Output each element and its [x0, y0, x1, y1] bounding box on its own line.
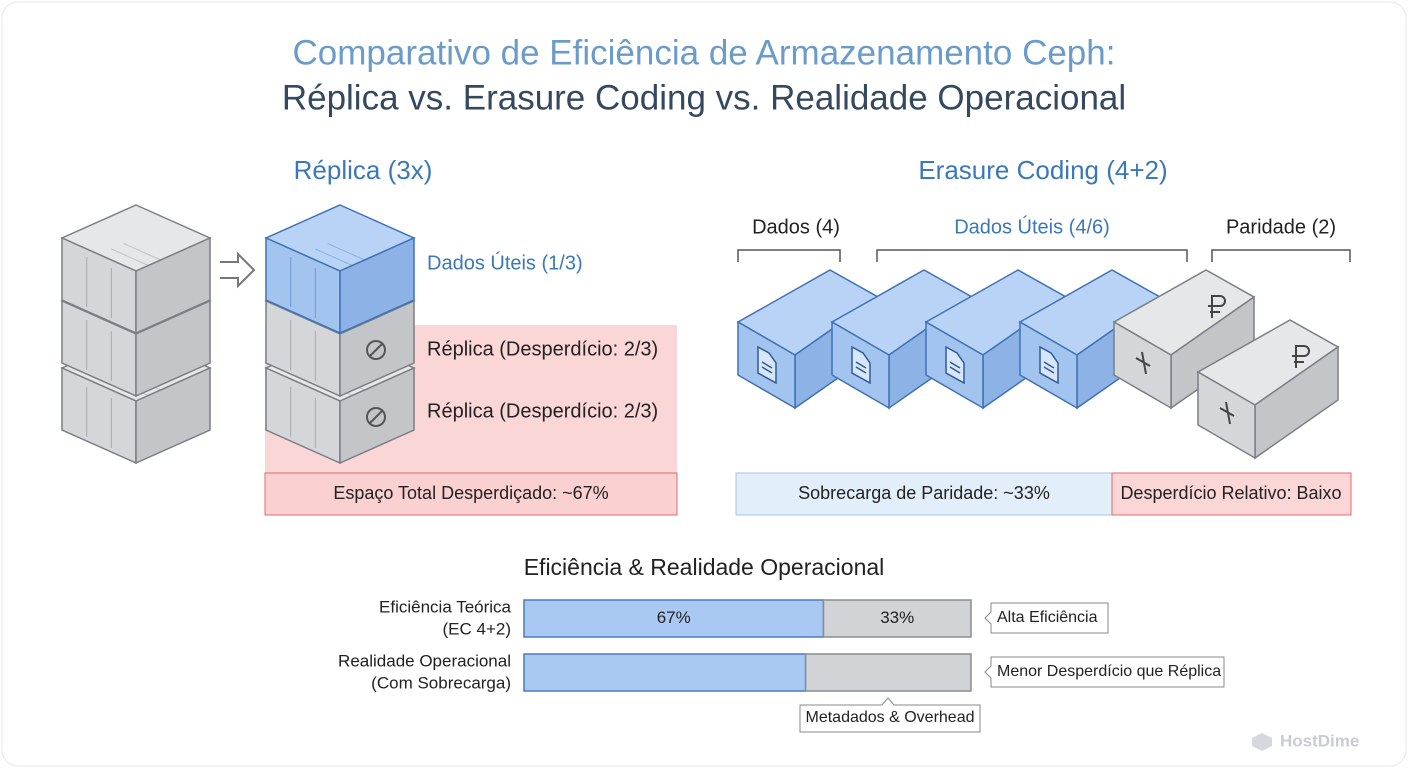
efficiency-title: Eficiência & Realidade Operacional — [524, 554, 885, 580]
replica-label: Réplica (Desperdício: 2/3) — [427, 400, 658, 422]
box-grid — [111, 248, 149, 266]
waste-icon — [369, 410, 383, 424]
title-line1: Comparativo de Eficiência de Armazenamen… — [293, 33, 1116, 72]
bar-label: 33% — [880, 608, 914, 627]
doc-icon — [945, 345, 965, 385]
box-grid — [327, 243, 365, 261]
boxes — [60, 204, 1340, 465]
callout-box — [799, 697, 981, 733]
parity-icon — [1135, 351, 1151, 375]
group-label: Dados (4) — [752, 216, 840, 238]
parity-icon — [1208, 295, 1226, 318]
bar-label: 67% — [657, 608, 691, 627]
prism-front — [1197, 370, 1256, 460]
note-box — [984, 602, 1109, 634]
box-grid — [123, 243, 161, 261]
erasure-heading: Erasure Coding (4+2) — [918, 155, 1167, 185]
brackets — [737, 249, 1351, 262]
box-right — [135, 366, 211, 465]
replica-label: Dados Úteis (1/3) — [427, 251, 583, 274]
waste-icon — [369, 343, 383, 357]
brand-logo — [1252, 733, 1272, 751]
box-grid — [315, 248, 353, 266]
parity-icon — [1219, 401, 1235, 425]
group-label: Dados Úteis (4/6) — [954, 215, 1110, 238]
waste-footer — [1111, 472, 1352, 516]
replica-footer: Espaço Total Desperdiçado: ~67% — [333, 483, 608, 503]
erasure-footer: Desperdício Relativo: Baixo — [1120, 483, 1341, 503]
replica-label: Réplica (Desperdício: 2/3) — [427, 338, 658, 360]
brand: HostDime — [1280, 731, 1359, 750]
prism-front — [1113, 320, 1172, 410]
doc-icon — [851, 345, 871, 385]
box-right — [135, 236, 211, 335]
bar-segment — [804, 653, 972, 692]
row-label: Eficiência Teórica — [379, 597, 512, 616]
waste-icon — [366, 340, 386, 360]
bar-segment — [822, 599, 972, 638]
note: Alta Eficiência — [997, 609, 1098, 626]
box-right — [135, 299, 211, 398]
erasure-footer: Sobrecarga de Paridade: ~33% — [798, 483, 1050, 503]
doc-icon — [757, 345, 777, 385]
parity-icon — [1292, 345, 1310, 368]
group-label: Paridade (2) — [1226, 216, 1336, 238]
title-line2: Réplica vs. Erasure Coding vs. Realidade… — [282, 78, 1126, 117]
replica-heading: Réplica (3x) — [294, 155, 433, 185]
row-label: (Com Sobrecarga) — [371, 673, 511, 692]
waste-footer — [264, 472, 678, 516]
arrow — [220, 251, 256, 289]
waste-icon — [366, 407, 386, 427]
row-label: Realidade Operacional — [338, 651, 511, 670]
row-label: (EC 4+2) — [443, 619, 512, 638]
note-box — [984, 656, 1225, 688]
bar-segment — [523, 653, 807, 692]
callout: Metadados & Overhead — [806, 709, 975, 726]
box-right — [339, 236, 415, 335]
doc-icon — [1039, 345, 1059, 385]
note: Menor Desperdício que Réplica — [997, 663, 1221, 680]
efficiency-bars: Eficiência Teórica (EC 4+2) 67% 33% Alta Efi… — [338, 597, 1225, 733]
